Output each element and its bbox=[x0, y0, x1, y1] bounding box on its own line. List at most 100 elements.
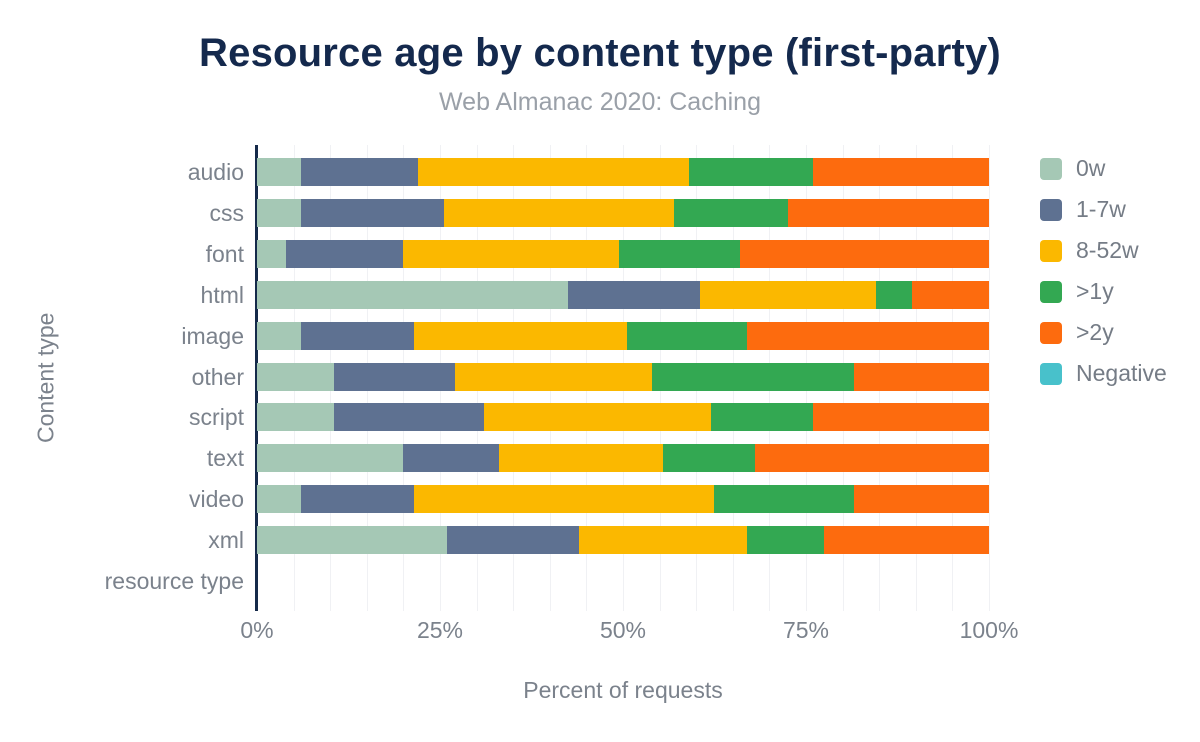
bar-segment-script-1-7w[interactable] bbox=[333, 403, 484, 432]
x-tick-label-25: 25% bbox=[416, 617, 464, 643]
bar-segment-other-8-52w[interactable] bbox=[454, 362, 653, 391]
legend-item-8-52w[interactable]: 8-52w bbox=[1040, 237, 1139, 264]
bar-segment-audio-8-52w[interactable] bbox=[418, 158, 689, 186]
bar-segment-script-0w[interactable] bbox=[257, 403, 334, 432]
bar-segment-html-1-7w[interactable] bbox=[568, 280, 700, 309]
bar-row-css bbox=[257, 198, 989, 227]
legend: 0w 1-7w 8-52w >1y >2y Negative bbox=[1040, 144, 1200, 424]
bar-segment-image->1y[interactable] bbox=[626, 321, 748, 350]
y-axis-label-audio: audio bbox=[187, 159, 244, 185]
bar-segment-text->1y[interactable] bbox=[663, 444, 755, 473]
bar-segment-text->2y[interactable] bbox=[754, 444, 989, 473]
y-axis-label-resource-type: resource type bbox=[104, 568, 244, 594]
bar-segment-xml->2y[interactable] bbox=[824, 526, 989, 555]
legend-label: 0w bbox=[1076, 155, 1106, 181]
legend-label: 1-7w bbox=[1076, 196, 1126, 222]
legend-label: >2y bbox=[1076, 319, 1114, 345]
y-axis-label-image: image bbox=[181, 322, 244, 349]
bar-segment-css->1y[interactable] bbox=[674, 198, 788, 227]
y-axis-label-other: other bbox=[191, 363, 244, 390]
legend-item->1y[interactable]: >1y bbox=[1040, 278, 1114, 305]
bar-segment-video-8-52w[interactable] bbox=[414, 485, 715, 514]
y-axis-label-script: script bbox=[189, 404, 244, 431]
bar-segment-text-0w[interactable] bbox=[257, 444, 404, 473]
bar-row-video bbox=[257, 485, 989, 514]
bar-segment-xml->1y[interactable] bbox=[747, 526, 825, 555]
bar-segment-script->1y[interactable] bbox=[710, 403, 814, 432]
bar-segment-html->2y[interactable] bbox=[912, 280, 989, 309]
legend-item-1-7w[interactable]: 1-7w bbox=[1040, 196, 1126, 223]
legend-item-0w[interactable]: 0w bbox=[1040, 155, 1105, 182]
bar-segment-audio->2y[interactable] bbox=[813, 158, 989, 186]
bar-segment-css-8-52w[interactable] bbox=[443, 198, 675, 227]
chart-subtitle: Web Almanac 2020: Caching bbox=[439, 88, 761, 116]
bar-segment-other-0w[interactable] bbox=[257, 362, 334, 391]
bar-segment-video->1y[interactable] bbox=[714, 485, 854, 514]
y-axis-label-video: video bbox=[189, 486, 244, 513]
bar-segment-image-0w[interactable] bbox=[257, 321, 301, 350]
bar-segment-xml-0w[interactable] bbox=[257, 526, 448, 555]
bar-segment-css-0w[interactable] bbox=[257, 198, 301, 227]
bar-segment-image-8-52w[interactable] bbox=[414, 321, 627, 350]
bar-segment-video-1-7w[interactable] bbox=[300, 485, 415, 514]
bar-row-audio bbox=[257, 158, 989, 186]
plot-area bbox=[255, 145, 990, 611]
y-axis-label-font: font bbox=[205, 240, 244, 267]
bar-segment-script-8-52w[interactable] bbox=[483, 403, 711, 432]
bar-segment-video->2y[interactable] bbox=[853, 485, 989, 514]
bar-segment-video-0w[interactable] bbox=[257, 485, 301, 514]
bar-row-html bbox=[257, 280, 989, 309]
bar-row-text bbox=[257, 444, 989, 473]
legend-swatch-8-52w bbox=[1040, 239, 1062, 262]
bar-segment-audio-1-7w[interactable] bbox=[300, 158, 419, 186]
bar-segment-font-0w[interactable] bbox=[257, 239, 287, 268]
bar-row-other bbox=[257, 362, 989, 391]
bar-row-font bbox=[257, 239, 989, 268]
bar-segment-font-1-7w[interactable] bbox=[286, 239, 404, 268]
bar-segment-xml-8-52w[interactable] bbox=[579, 526, 748, 555]
bar-segment-text-8-52w[interactable] bbox=[498, 444, 664, 473]
y-axis-label-css: css bbox=[209, 199, 245, 226]
bar-segment-image->2y[interactable] bbox=[747, 321, 989, 350]
bar-segment-css-1-7w[interactable] bbox=[300, 198, 444, 227]
bar-segment-text-1-7w[interactable] bbox=[403, 444, 499, 473]
legend-swatch-0w bbox=[1040, 157, 1062, 180]
bar-segment-font->2y[interactable] bbox=[740, 239, 989, 268]
chart-title: Resource age by content type (first-part… bbox=[199, 31, 1001, 75]
legend-item->2y[interactable]: >2y bbox=[1040, 319, 1114, 346]
bar-segment-image-1-7w[interactable] bbox=[300, 321, 415, 350]
legend-swatch->1y bbox=[1040, 280, 1062, 303]
bar-segment-html-8-52w[interactable] bbox=[699, 280, 876, 309]
legend-label: >1y bbox=[1076, 278, 1114, 304]
bar-segment-html->1y[interactable] bbox=[875, 280, 913, 309]
bar-segment-font-8-52w[interactable] bbox=[403, 239, 620, 268]
bar-segment-script->2y[interactable] bbox=[813, 403, 989, 432]
bar-segment-xml-1-7w[interactable] bbox=[447, 526, 580, 555]
legend-swatch-Negative bbox=[1040, 362, 1062, 385]
x-tick-label-50: 50% bbox=[599, 617, 647, 643]
bar-row-xml bbox=[257, 526, 989, 555]
bar-segment-other->1y[interactable] bbox=[652, 362, 854, 391]
x-tick-label-75: 75% bbox=[782, 617, 830, 643]
x-tick-label-100: 100% bbox=[959, 617, 1019, 643]
bar-segment-audio-0w[interactable] bbox=[257, 158, 301, 186]
bar-segment-html-0w[interactable] bbox=[257, 280, 569, 309]
gridline bbox=[989, 145, 990, 611]
x-tick-label-0: 0% bbox=[240, 617, 274, 643]
y-axis-label-text: text bbox=[206, 445, 244, 472]
bar-row-image bbox=[257, 321, 989, 350]
y-axis-line bbox=[255, 145, 258, 611]
legend-item-Negative[interactable]: Negative bbox=[1040, 360, 1167, 387]
y-axis-label-xml: xml bbox=[208, 527, 244, 554]
bar-segment-css->2y[interactable] bbox=[787, 198, 989, 227]
bar-segment-audio->1y[interactable] bbox=[688, 158, 814, 186]
y-axis-label-html: html bbox=[200, 281, 244, 308]
legend-swatch->2y bbox=[1040, 321, 1062, 344]
bar-row-script bbox=[257, 403, 989, 432]
bar-segment-other-1-7w[interactable] bbox=[333, 362, 455, 391]
bar-segment-font->1y[interactable] bbox=[619, 239, 741, 268]
legend-swatch-1-7w bbox=[1040, 198, 1062, 221]
bar-segment-other->2y[interactable] bbox=[853, 362, 989, 391]
legend-label: 8-52w bbox=[1076, 237, 1139, 263]
legend-label: Negative bbox=[1076, 360, 1167, 386]
